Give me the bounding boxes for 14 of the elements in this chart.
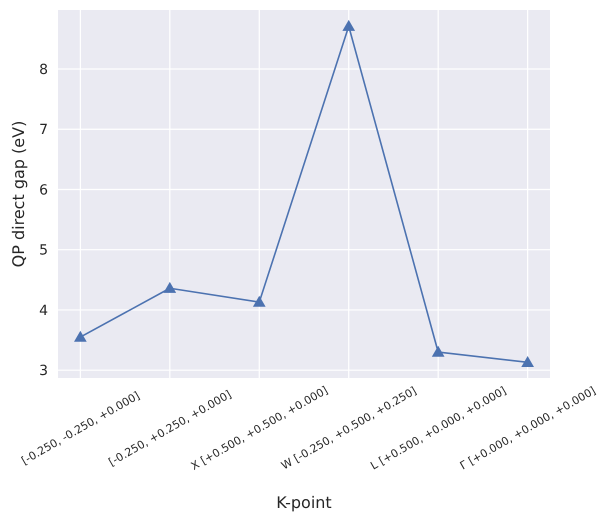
y-tick-label: 6 [39,182,48,198]
point [74,330,87,342]
x-axis-title: K-point [276,493,332,512]
y-tick-label: 8 [39,62,48,78]
point [252,296,266,307]
y-tick-label: 7 [39,122,48,138]
y-tick-label: 3 [39,363,48,380]
y-tick-label: 4 [39,302,48,319]
y-tick-label: 5 [39,242,48,259]
point [521,356,534,368]
y-axis-title: QP direct gap (eV) [9,120,28,268]
point [342,20,356,31]
point [432,346,445,357]
point [163,282,176,293]
